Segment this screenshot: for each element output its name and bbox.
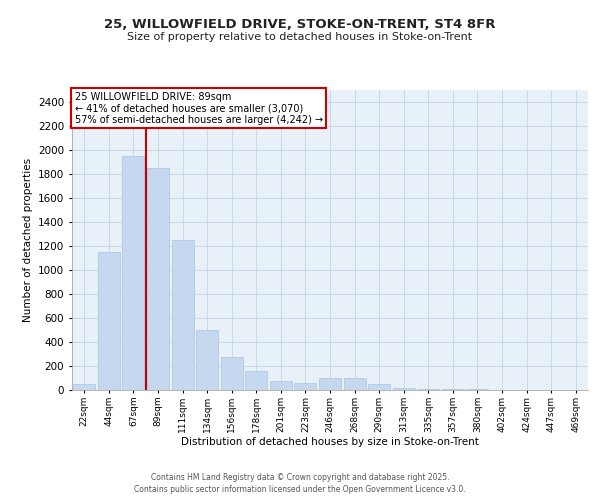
Bar — [221, 357, 243, 390]
Bar — [196, 330, 218, 390]
Text: Contains HM Land Registry data © Crown copyright and database right 2025.
Contai: Contains HM Land Registry data © Crown c… — [134, 472, 466, 494]
Bar — [147, 168, 169, 390]
Y-axis label: Number of detached properties: Number of detached properties — [23, 158, 32, 322]
Bar — [122, 156, 145, 390]
Text: Size of property relative to detached houses in Stoke-on-Trent: Size of property relative to detached ho… — [127, 32, 473, 42]
Text: 25 WILLOWFIELD DRIVE: 89sqm
← 41% of detached houses are smaller (3,070)
57% of : 25 WILLOWFIELD DRIVE: 89sqm ← 41% of det… — [74, 92, 323, 124]
Bar — [98, 252, 120, 390]
Bar — [172, 240, 194, 390]
Bar — [319, 378, 341, 390]
Bar — [392, 388, 415, 390]
Bar — [344, 378, 365, 390]
Bar — [73, 384, 95, 390]
X-axis label: Distribution of detached houses by size in Stoke-on-Trent: Distribution of detached houses by size … — [181, 438, 479, 448]
Bar — [295, 384, 316, 390]
Bar — [245, 371, 268, 390]
Bar — [270, 381, 292, 390]
Bar — [368, 384, 390, 390]
Bar — [417, 389, 439, 390]
Text: 25, WILLOWFIELD DRIVE, STOKE-ON-TRENT, ST4 8FR: 25, WILLOWFIELD DRIVE, STOKE-ON-TRENT, S… — [104, 18, 496, 30]
